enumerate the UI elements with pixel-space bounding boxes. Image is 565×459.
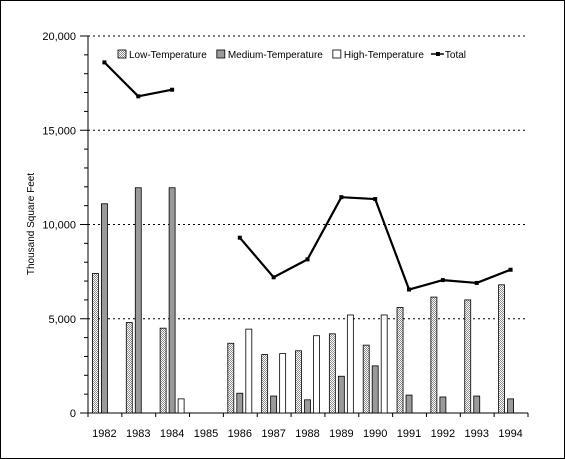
y-tick-label: 10,000 [42, 220, 76, 232]
bar-low-temperature-1992 [430, 296, 438, 414]
legend-swatch [332, 49, 342, 59]
y-tick-label: 15,000 [42, 125, 76, 137]
x-tick-label: 1985 [194, 428, 218, 440]
bar-medium-temperature-1984 [168, 187, 176, 414]
bar-medium-temperature-1994 [507, 398, 514, 414]
legend: Low-Temperature Medium-Temperature High-Te… [117, 49, 466, 61]
bar-medium-temperature-1993 [473, 395, 481, 414]
bar-low-temperature-1988 [295, 350, 302, 414]
bar-medium-temperature-1989 [337, 375, 345, 414]
legend-swatch [117, 49, 127, 59]
x-tick-label: 1990 [363, 428, 387, 440]
x-tick-label: 1988 [295, 428, 319, 440]
gridlines [88, 35, 528, 320]
total-point-1993 [474, 280, 479, 285]
x-tick-label: 1984 [160, 428, 184, 440]
x-tick-label: 1993 [464, 428, 488, 440]
bar-medium-temperature-1991 [405, 394, 413, 414]
bar-low-temperature-1989 [328, 333, 336, 414]
bar-low-temperature-1982 [92, 273, 99, 414]
x-tick-label: 1991 [397, 428, 421, 440]
bar-medium-temperature-1986 [236, 392, 244, 414]
legend-swatch [216, 49, 226, 59]
bar-high-temperature-1990 [380, 314, 388, 414]
total-point-1992 [440, 278, 445, 283]
total-point-1991 [407, 287, 412, 292]
total-line-segment [103, 61, 173, 98]
x-tick-label: 1983 [126, 428, 150, 440]
bar-medium-temperature-1983 [134, 187, 142, 414]
bar-medium-temperature-1982 [101, 203, 108, 414]
x-tick-label: 1982 [92, 428, 116, 440]
bar-low-temperature-1991 [396, 307, 404, 414]
bars [92, 187, 514, 414]
y-tick-label: 20,000 [42, 31, 76, 43]
bar-medium-temperature-1990 [371, 365, 379, 414]
legend-label: Total [445, 50, 466, 61]
total-point-1989 [339, 195, 344, 200]
total-line-segment [238, 196, 511, 291]
x-tick-label: 1986 [228, 428, 252, 440]
bar-low-temperature-1986 [227, 342, 235, 414]
axes: 0 5,000 10,000 15,000 20,000 1982 1983 1984 1985… [42, 31, 529, 440]
x-tick-label: 1987 [261, 428, 285, 440]
total-point-1990 [373, 197, 378, 202]
total-point-1994 [508, 267, 513, 272]
y-tick-label: 0 [70, 408, 76, 420]
bar-medium-temperature-1987 [270, 395, 278, 414]
total-point-1982 [102, 60, 107, 65]
bar-medium-temperature-1988 [304, 399, 311, 414]
bar-high-temperature-1988 [313, 335, 320, 414]
bar-high-temperature-1987 [279, 353, 287, 414]
legend-label: High-Temperature [344, 50, 424, 61]
total-point-1986 [237, 235, 242, 240]
legend-label: Medium-Temperature [228, 50, 323, 61]
total-line [102, 60, 513, 292]
y-axis-title: Thousand Square Feet [26, 173, 37, 276]
total-point-1983 [136, 94, 141, 99]
bar-high-temperature-1989 [346, 314, 354, 414]
total-point-1988 [305, 257, 310, 262]
legend-label: Low-Temperature [129, 50, 207, 61]
bar-low-temperature-1990 [362, 344, 370, 414]
y-tick-label: 5,000 [48, 314, 76, 326]
bar-low-temperature-1993 [464, 299, 472, 414]
bar-low-temperature-1984 [159, 327, 167, 414]
bar-medium-temperature-1992 [439, 396, 447, 414]
bar-high-temperature-1984 [177, 398, 185, 414]
bar-low-temperature-1983 [125, 322, 133, 414]
bar-low-temperature-1987 [261, 354, 269, 414]
bar-high-temperature-1986 [245, 328, 253, 414]
x-tick-label: 1994 [498, 428, 522, 440]
legend-marker [435, 52, 440, 56]
total-point-1984 [170, 87, 175, 92]
bar-low-temperature-1994 [498, 284, 505, 414]
x-tick-label: 1989 [329, 428, 353, 440]
x-tick-label: 1992 [431, 428, 455, 440]
total-point-1987 [271, 275, 276, 280]
